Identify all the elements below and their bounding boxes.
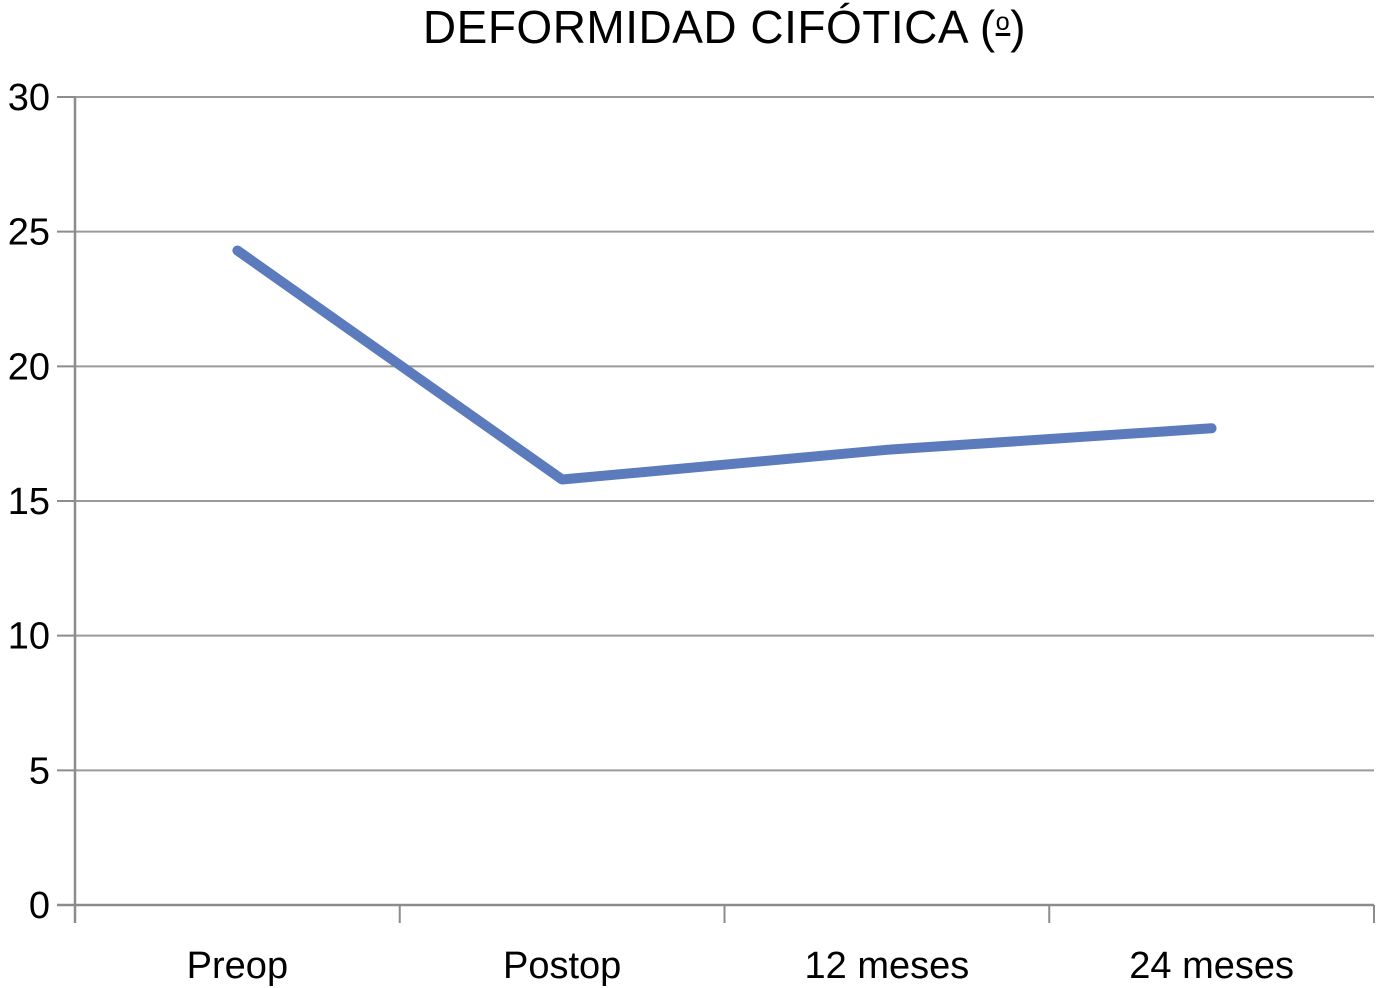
chart-title-close: ) [1010,1,1027,53]
y-tick-label: 5 [29,750,50,792]
x-category-label: 12 meses [805,945,970,987]
y-tick-label: 0 [29,885,50,927]
y-tick-label: 30 [8,77,50,119]
chart-title-text: DEFORMIDAD CIFÓTICA ( [422,1,996,53]
x-category-label: Postop [503,945,621,987]
y-tick-label: 25 [8,212,50,254]
y-tick-label: 20 [8,346,50,388]
x-category-label: Preop [187,945,288,987]
ordinal-indicator: o [995,7,1011,36]
y-tick-label: 10 [8,616,50,658]
data-line-series [232,245,1217,485]
chart-title: DEFORMIDAD CIFÓTICA (o) [75,0,1374,54]
y-tick-label: 15 [8,481,50,523]
x-category-label: 24 meses [1129,945,1294,987]
